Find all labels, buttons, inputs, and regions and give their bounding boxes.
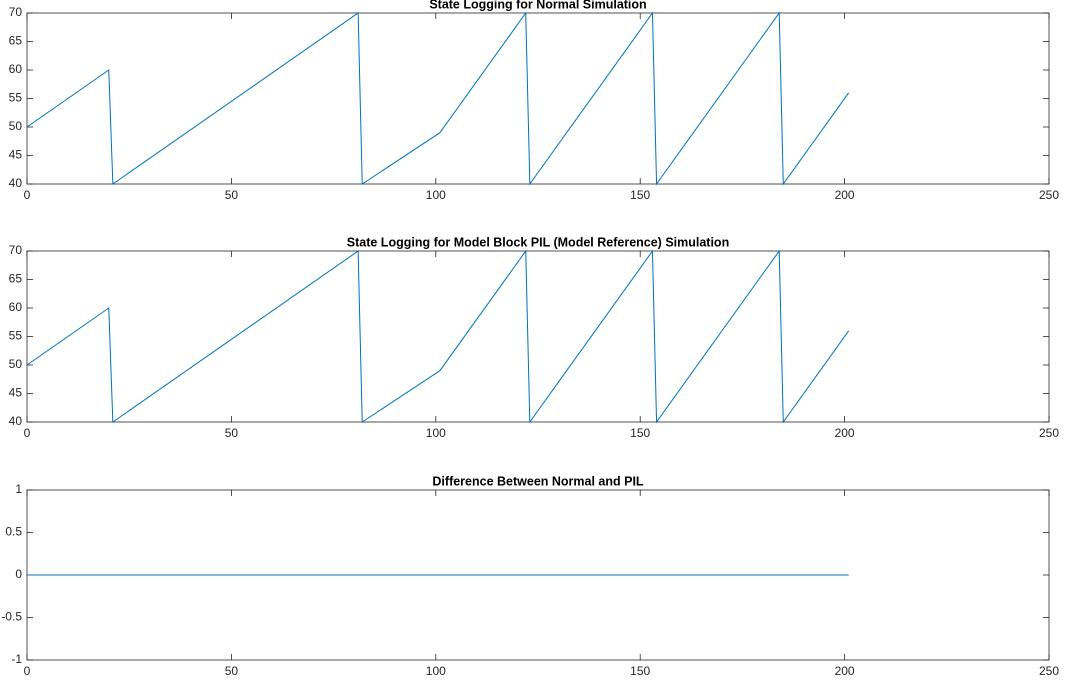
y-tick-label: 55 <box>9 329 23 343</box>
y-tick-label: 65 <box>9 34 23 48</box>
axes-frame <box>26 250 1050 423</box>
y-tick-label: 0 <box>15 567 22 581</box>
y-tick-label: 45 <box>9 148 23 162</box>
data-line <box>26 11 850 186</box>
y-tick-label: 45 <box>9 386 23 400</box>
data-line <box>26 249 850 424</box>
y-tick-label: 40 <box>9 176 23 190</box>
y-tick-label: 65 <box>9 272 23 286</box>
y-tick-label: -1 <box>11 652 22 666</box>
x-tick-label: 200 <box>835 664 855 678</box>
x-tick-label: 150 <box>630 426 650 440</box>
y-tick-label: 40 <box>9 414 23 428</box>
x-tick-label: 50 <box>225 426 239 440</box>
x-tick-label: 100 <box>426 188 446 202</box>
x-tick-label: 0 <box>24 664 31 678</box>
x-tick-label: 250 <box>1039 188 1059 202</box>
y-tick-label: 70 <box>9 243 23 257</box>
x-tick-label: 200 <box>835 426 855 440</box>
y-tick-label: 0.5 <box>5 525 22 539</box>
chart-title: State Logging for Model Block PIL (Model… <box>347 235 729 249</box>
x-tick-label: 100 <box>426 426 446 440</box>
y-tick-label: -0.5 <box>1 610 22 624</box>
chart-title: State Logging for Normal Simulation <box>429 0 646 11</box>
y-tick-label: 60 <box>9 300 23 314</box>
axes-frame <box>26 12 1050 185</box>
y-tick-label: 50 <box>9 357 23 371</box>
y-tick-label: 60 <box>9 62 23 76</box>
x-tick-label: 150 <box>630 664 650 678</box>
x-tick-label: 200 <box>835 188 855 202</box>
x-tick-label: 150 <box>630 188 650 202</box>
x-tick-label: 0 <box>24 426 31 440</box>
x-tick-label: 50 <box>225 664 239 678</box>
x-tick-label: 0 <box>24 188 31 202</box>
x-tick-label: 250 <box>1039 426 1059 440</box>
x-tick-label: 100 <box>426 664 446 678</box>
y-tick-label: 55 <box>9 91 23 105</box>
y-tick-label: 50 <box>9 119 23 133</box>
x-tick-label: 250 <box>1039 664 1059 678</box>
y-tick-label: 1 <box>15 482 22 496</box>
x-tick-label: 50 <box>225 188 239 202</box>
y-tick-label: 70 <box>9 5 23 19</box>
chart-title: Difference Between Normal and PIL <box>432 474 644 488</box>
